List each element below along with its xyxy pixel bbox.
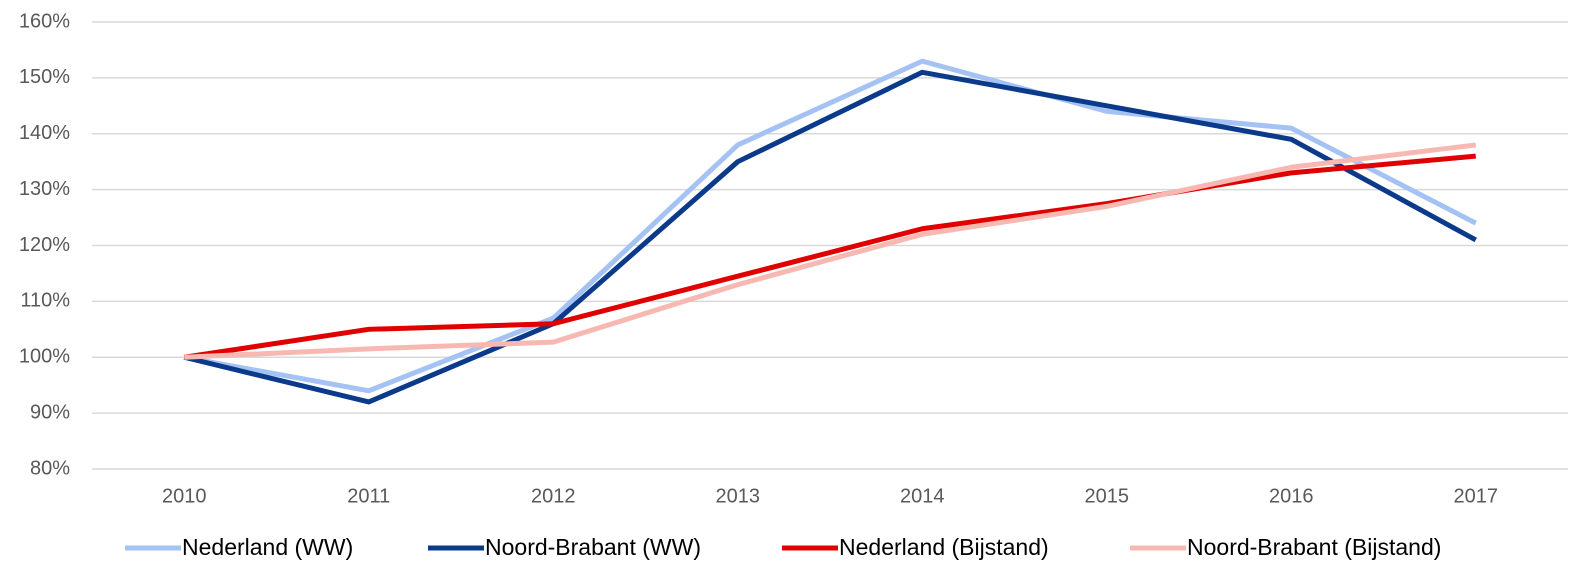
legend-label: Noord-Brabant (Bijstand) (1187, 534, 1441, 560)
legend-label: Nederland (Bijstand) (839, 534, 1049, 560)
legend-label: Noord-Brabant (WW) (485, 534, 701, 560)
x-tick-label: 2017 (1454, 485, 1499, 507)
x-tick-label: 2016 (1269, 485, 1314, 507)
series-line (183, 58, 1477, 394)
y-tick-label: 80% (30, 457, 70, 479)
series-line (184, 142, 1477, 360)
series-line (183, 153, 1476, 360)
legend-label: Nederland (WW) (182, 534, 353, 560)
x-tick-label: 2014 (900, 485, 945, 507)
x-tick-label: 2012 (531, 485, 576, 507)
x-tick-label: 2010 (162, 485, 207, 507)
x-tick-label: 2013 (716, 485, 761, 507)
y-tick-label: 110% (20, 290, 70, 312)
y-tick-label: 160% (19, 10, 70, 32)
y-tick-label: 150% (19, 66, 70, 88)
y-tick-label: 140% (19, 122, 70, 144)
y-tick-label: 90% (30, 401, 70, 423)
y-tick-label: 120% (19, 234, 70, 256)
x-tick-label: 2015 (1085, 485, 1130, 507)
series-line (183, 69, 1477, 405)
y-tick-label: 130% (19, 178, 70, 200)
y-tick-label: 100% (19, 346, 70, 368)
x-tick-label: 2011 (347, 485, 390, 507)
